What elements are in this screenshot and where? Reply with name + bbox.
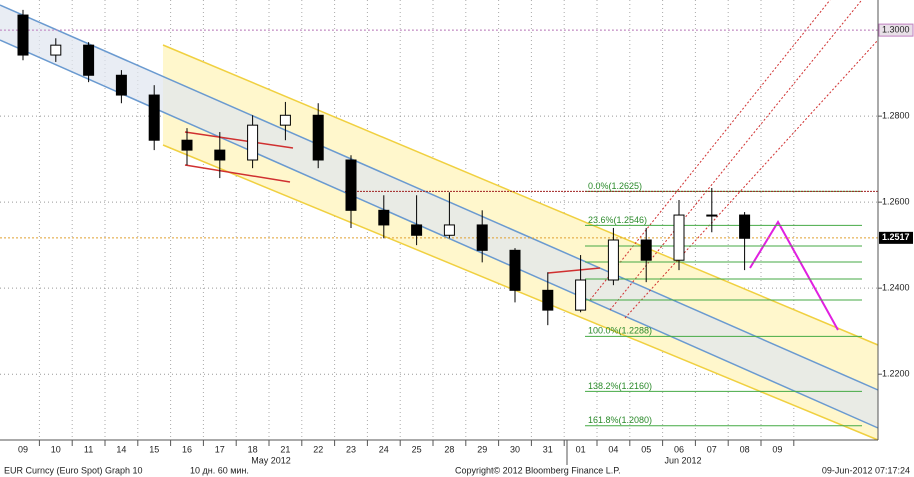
x-tick-label: 21 <box>280 444 290 454</box>
x-tick-label: 22 <box>313 444 323 454</box>
y-tick-label: 1.3000 <box>882 24 910 34</box>
x-tick-label: 07 <box>707 444 717 454</box>
x-tick-label: 05 <box>641 444 651 454</box>
x-tick-label: 23 <box>346 444 356 454</box>
candle-body <box>17 14 29 56</box>
candle-body <box>509 249 521 291</box>
candle-body <box>673 214 685 261</box>
x-tick-label: 09 <box>772 444 782 454</box>
trend-line <box>184 131 294 149</box>
x-tick-label: 08 <box>740 444 750 454</box>
x-tick-label: 04 <box>608 444 618 454</box>
channel-line <box>162 44 879 346</box>
channel-line <box>0 4 879 391</box>
y-tick-label: 1.2600 <box>882 197 910 207</box>
channel-line <box>162 144 879 441</box>
y-tick-label: 1.2400 <box>882 283 910 293</box>
projection-line <box>749 220 839 331</box>
trend-line <box>184 164 291 183</box>
candle-body <box>115 74 127 96</box>
x-tick-label: 01 <box>576 444 586 454</box>
x-tick-label: 17 <box>215 444 225 454</box>
month-label: May 2012 <box>251 455 291 465</box>
pitchfork-line <box>589 0 831 301</box>
candle-body <box>378 209 390 226</box>
x-tick-label: 11 <box>84 444 93 454</box>
fib-label: 0.0%(1.2625) <box>588 181 642 191</box>
candle-body <box>443 224 455 236</box>
candle-body <box>148 94 160 141</box>
candle-body <box>542 289 554 311</box>
x-tick-label: 09 <box>18 444 28 454</box>
channel-line <box>0 39 879 429</box>
last-price-box <box>879 231 913 244</box>
fib-label: 161.8%(1.2080) <box>588 415 652 425</box>
x-tick-label: 28 <box>444 444 454 454</box>
x-tick-label: 24 <box>379 444 389 454</box>
footer-period: 10 дн. 60 мин. <box>190 465 249 475</box>
candle-body <box>247 124 259 161</box>
pitchfork-line <box>624 39 879 319</box>
trend-line <box>547 267 601 274</box>
candle-body <box>739 214 751 239</box>
candle-body <box>411 224 423 236</box>
fib-label: 138.2%(1.2160) <box>588 381 652 391</box>
month-label: Jun 2012 <box>664 455 701 465</box>
x-tick-label: 18 <box>248 444 258 454</box>
axis-bg <box>878 0 914 440</box>
candle-body <box>607 239 619 281</box>
fib-label: 100.0%(1.2288) <box>588 326 652 336</box>
last-price-label: 1.2517 <box>882 232 910 242</box>
x-tick-label: 15 <box>149 444 159 454</box>
candle-body <box>279 114 291 126</box>
footer-copyright: Copyright© 2012 Bloomberg Finance L.P. <box>455 465 621 475</box>
y-tick-label: 1.2800 <box>882 111 910 121</box>
candle-body <box>50 44 62 56</box>
candle-body <box>575 279 587 311</box>
x-tick-label: 16 <box>182 444 192 454</box>
x-tick-label: 30 <box>510 444 520 454</box>
x-tick-label: 31 <box>543 444 553 454</box>
x-tick-label: 14 <box>116 444 126 454</box>
footer-security: EUR Curncy (Euro Spot) Graph 10 <box>4 465 143 475</box>
x-tick-label: 29 <box>477 444 487 454</box>
x-tick-label: 06 <box>674 444 684 454</box>
candle-body <box>476 224 488 251</box>
candle-body <box>83 44 95 76</box>
x-tick-label: 25 <box>412 444 422 454</box>
pitchfork-line <box>609 0 863 311</box>
candle-body <box>214 149 226 161</box>
candle-body <box>345 159 357 211</box>
blue-channel <box>0 5 878 428</box>
candle-body <box>312 114 324 161</box>
candle-body <box>181 139 193 151</box>
x-tick-label: 10 <box>51 444 61 454</box>
candle-body <box>706 214 718 217</box>
footer-timestamp: 09-Jun-2012 07:17:24 <box>822 465 910 475</box>
fib-label: 23.6%(1.2546) <box>588 215 647 225</box>
reference-box <box>878 23 914 37</box>
y-tick-label: 1.2200 <box>882 369 910 379</box>
candle-body <box>640 239 652 261</box>
